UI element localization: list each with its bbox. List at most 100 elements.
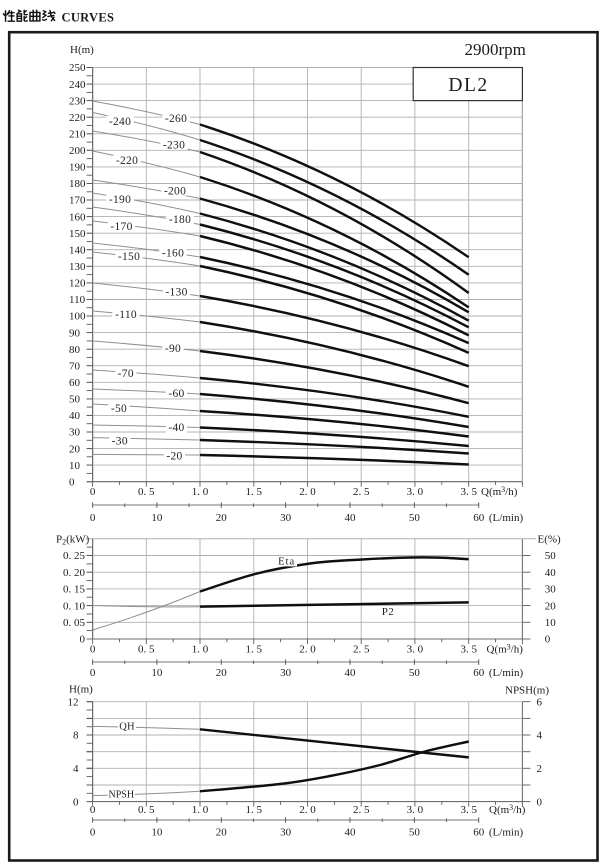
svg-text:-40: -40 (168, 422, 184, 434)
svg-text:-60: -60 (168, 388, 184, 400)
svg-text:-240: -240 (109, 116, 131, 128)
svg-text:170: 170 (69, 195, 86, 207)
svg-text:30: 30 (280, 512, 292, 524)
svg-text:40: 40 (69, 410, 81, 422)
svg-text:3. 0: 3. 0 (407, 486, 424, 498)
svg-text:3. 5: 3. 5 (460, 486, 477, 498)
svg-text:-220: -220 (116, 155, 138, 167)
svg-text:60: 60 (69, 377, 81, 389)
svg-text:0: 0 (90, 827, 96, 839)
svg-text:0: 0 (545, 634, 551, 646)
svg-text:H(m): H(m) (70, 44, 94, 56)
svg-text:4: 4 (73, 763, 79, 775)
svg-text:200: 200 (69, 145, 86, 157)
svg-text:-180: -180 (169, 214, 191, 226)
svg-text:8: 8 (73, 730, 79, 742)
svg-text:1. 0: 1. 0 (192, 804, 209, 816)
svg-text:2: 2 (537, 763, 543, 775)
svg-text:-190: -190 (109, 194, 131, 206)
svg-text:50: 50 (409, 512, 421, 524)
svg-text:50: 50 (409, 827, 421, 839)
svg-text:E(%): E(%) (538, 533, 562, 545)
svg-text:-130: -130 (165, 286, 187, 298)
svg-text:0. 05: 0. 05 (63, 617, 86, 629)
svg-text:150: 150 (69, 228, 86, 240)
svg-text:210: 210 (69, 129, 86, 141)
svg-text:NPSH: NPSH (109, 790, 135, 801)
svg-text:-160: -160 (162, 248, 184, 260)
svg-text:2. 0: 2. 0 (299, 486, 316, 498)
svg-text:20: 20 (545, 600, 557, 612)
svg-text:0: 0 (73, 796, 79, 808)
svg-text:1. 5: 1. 5 (246, 804, 263, 816)
svg-text:-150: -150 (118, 251, 140, 263)
svg-text:110: 110 (69, 294, 86, 306)
svg-text:160: 160 (69, 211, 86, 223)
svg-text:H(m): H(m) (69, 684, 93, 696)
svg-text:1. 0: 1. 0 (192, 644, 209, 656)
svg-text:40: 40 (345, 512, 357, 524)
svg-text:40: 40 (545, 567, 557, 579)
svg-text:0. 5: 0. 5 (138, 804, 155, 816)
svg-text:180: 180 (69, 178, 86, 190)
svg-text:0: 0 (80, 634, 86, 646)
svg-text:3. 0: 3. 0 (407, 804, 424, 816)
svg-text:(L/min): (L/min) (489, 667, 524, 679)
svg-text:100: 100 (69, 311, 86, 323)
svg-text:2. 5: 2. 5 (353, 804, 370, 816)
svg-text:10: 10 (69, 460, 81, 472)
svg-text:0: 0 (537, 796, 543, 808)
svg-text:50: 50 (545, 550, 557, 562)
svg-text:230: 230 (69, 95, 86, 107)
svg-text:Eta: Eta (278, 556, 295, 568)
svg-text:0. 25: 0. 25 (63, 550, 86, 562)
svg-text:1. 5: 1. 5 (246, 644, 263, 656)
svg-text:6: 6 (537, 696, 543, 708)
svg-text:10: 10 (151, 512, 163, 524)
svg-text:10: 10 (151, 667, 163, 679)
svg-text:30: 30 (69, 427, 81, 439)
svg-text:20: 20 (69, 443, 81, 455)
svg-text:-110: -110 (115, 309, 137, 321)
svg-text:20: 20 (216, 512, 228, 524)
svg-text:2900rpm: 2900rpm (465, 40, 526, 59)
svg-text:P2: P2 (382, 606, 394, 618)
svg-text:50: 50 (69, 394, 81, 406)
svg-text:130: 130 (69, 261, 86, 273)
svg-text:140: 140 (69, 244, 86, 256)
svg-text:30: 30 (280, 667, 292, 679)
svg-text:-170: -170 (110, 221, 132, 233)
svg-text:12: 12 (68, 696, 79, 708)
svg-text:3. 5: 3. 5 (460, 644, 477, 656)
svg-text:3. 0: 3. 0 (407, 644, 424, 656)
svg-text:90: 90 (69, 327, 81, 339)
svg-text:-260: -260 (165, 113, 187, 125)
svg-text:1. 5: 1. 5 (246, 486, 263, 498)
svg-text:1. 0: 1. 0 (192, 486, 209, 498)
svg-text:-30: -30 (112, 435, 128, 447)
svg-text:30: 30 (280, 827, 292, 839)
svg-text:0. 10: 0. 10 (63, 600, 86, 612)
svg-text:4: 4 (537, 730, 543, 742)
svg-text:0: 0 (90, 667, 96, 679)
svg-text:0: 0 (90, 804, 96, 816)
svg-text:50: 50 (409, 667, 421, 679)
svg-text:-200: -200 (164, 185, 186, 197)
svg-text:QH: QH (119, 721, 135, 732)
svg-text:190: 190 (69, 162, 86, 174)
svg-text:60: 60 (473, 667, 485, 679)
svg-text:60: 60 (473, 827, 485, 839)
svg-text:DL2: DL2 (448, 75, 488, 96)
svg-text:80: 80 (69, 344, 81, 356)
svg-text:20: 20 (216, 667, 228, 679)
svg-text:0: 0 (69, 476, 75, 488)
svg-text:0: 0 (90, 644, 96, 656)
svg-text:-90: -90 (165, 343, 181, 355)
svg-text:40: 40 (345, 827, 357, 839)
svg-text:220: 220 (69, 112, 86, 124)
svg-text:-20: -20 (166, 450, 182, 462)
svg-text:0. 15: 0. 15 (63, 584, 86, 596)
svg-text:-50: -50 (111, 403, 127, 415)
svg-text:120: 120 (69, 278, 86, 290)
svg-text:250: 250 (69, 62, 86, 74)
